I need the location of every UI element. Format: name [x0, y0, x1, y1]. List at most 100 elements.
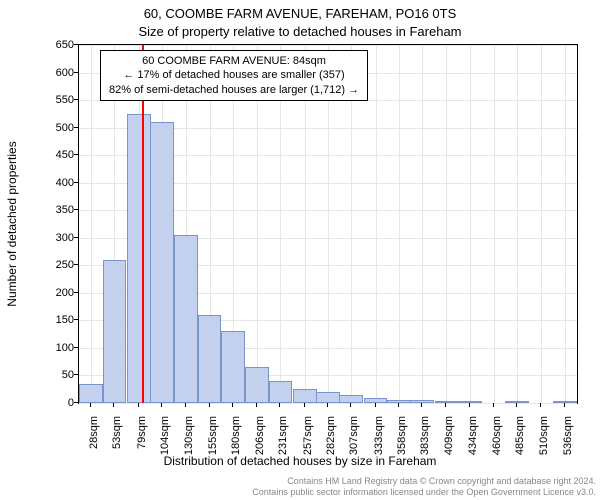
x-tick-label: 130sqm [183, 416, 195, 476]
y-tick-mark [74, 237, 78, 238]
x-tick-mark [113, 403, 114, 407]
histogram-bar [316, 392, 340, 403]
x-tick-mark [350, 403, 351, 407]
x-tick-label: 257sqm [302, 416, 314, 476]
gridline-h [79, 403, 577, 404]
histogram-bar [221, 331, 245, 403]
histogram-bar [174, 235, 198, 403]
histogram-bar [127, 114, 151, 403]
attribution-footer: Contains HM Land Registry data © Crown c… [0, 476, 600, 498]
x-tick-mark [375, 403, 376, 407]
x-tick-mark [493, 403, 494, 407]
footer-line2: Contains public sector information licen… [0, 487, 596, 498]
histogram-bar [269, 381, 293, 403]
x-tick-label: 510sqm [538, 416, 550, 476]
x-tick-label: 383sqm [419, 416, 431, 476]
x-tick-mark [232, 403, 233, 407]
histogram-bar [293, 389, 317, 403]
histogram-bar [387, 400, 411, 403]
y-tick-mark [74, 182, 78, 183]
x-tick-label: 409sqm [443, 416, 455, 476]
y-tick-mark [74, 319, 78, 320]
y-tick-mark [74, 402, 78, 403]
histogram-bar [410, 400, 434, 403]
x-tick-label: 28sqm [88, 416, 100, 476]
histogram-bar [364, 398, 388, 404]
x-tick-mark [327, 403, 328, 407]
gridline-v [470, 45, 471, 403]
x-tick-label: 206sqm [254, 416, 266, 476]
gridline-v [422, 45, 423, 403]
y-tick-label: 550 [28, 94, 74, 106]
histogram-bar [435, 401, 459, 403]
annotation-line2: ← 17% of detached houses are smaller (35… [109, 68, 359, 82]
x-tick-label: 307sqm [348, 416, 360, 476]
gridline-v [541, 45, 542, 403]
y-tick-label: 500 [28, 122, 74, 134]
footer-line1: Contains HM Land Registry data © Crown c… [0, 476, 596, 487]
y-tick-label: 150 [28, 314, 74, 326]
histogram-bar [505, 401, 529, 403]
histogram-bar [103, 260, 127, 403]
x-tick-label: 155sqm [207, 416, 219, 476]
x-tick-mark [161, 403, 162, 407]
y-tick-label: 50 [28, 369, 74, 381]
x-tick-mark [185, 403, 186, 407]
y-tick-label: 250 [28, 259, 74, 271]
histogram-bar [198, 315, 222, 403]
histogram-bar [150, 122, 174, 403]
x-tick-label: 333sqm [373, 416, 385, 476]
x-tick-mark [564, 403, 565, 407]
x-tick-mark [90, 403, 91, 407]
y-tick-mark [74, 292, 78, 293]
y-tick-mark [74, 99, 78, 100]
gridline-v [446, 45, 447, 403]
y-tick-mark [74, 154, 78, 155]
x-tick-mark [304, 403, 305, 407]
chart-figure: 60, COOMBE FARM AVENUE, FAREHAM, PO16 0T… [0, 0, 600, 500]
histogram-bar [79, 384, 103, 403]
chart-title-line1: 60, COOMBE FARM AVENUE, FAREHAM, PO16 0T… [0, 6, 600, 21]
x-tick-mark [469, 403, 470, 407]
histogram-bar [553, 401, 577, 403]
gridline-v [91, 45, 92, 403]
x-tick-mark [516, 403, 517, 407]
x-tick-label: 104sqm [159, 416, 171, 476]
y-tick-mark [74, 209, 78, 210]
x-tick-mark [398, 403, 399, 407]
annotation-line1: 60 COOMBE FARM AVENUE: 84sqm [109, 54, 359, 68]
y-tick-label: 400 [28, 177, 74, 189]
histogram-bar [339, 395, 363, 403]
x-tick-label: 282sqm [325, 416, 337, 476]
x-tick-mark [421, 403, 422, 407]
y-tick-label: 200 [28, 287, 74, 299]
gridline-v [399, 45, 400, 403]
y-tick-label: 350 [28, 204, 74, 216]
y-tick-mark [74, 127, 78, 128]
y-tick-label: 600 [28, 67, 74, 79]
x-tick-mark [540, 403, 541, 407]
y-tick-mark [74, 347, 78, 348]
x-tick-label: 180sqm [230, 416, 242, 476]
x-tick-mark [256, 403, 257, 407]
y-tick-label: 650 [28, 39, 74, 51]
x-tick-label: 79sqm [136, 416, 148, 476]
gridline-v [494, 45, 495, 403]
x-tick-label: 434sqm [467, 416, 479, 476]
x-tick-mark [279, 403, 280, 407]
annotation-line3: 82% of semi-detached houses are larger (… [109, 83, 359, 97]
x-tick-mark [138, 403, 139, 407]
annotation-box: 60 COOMBE FARM AVENUE: 84sqm ← 17% of de… [100, 50, 368, 101]
histogram-bar [245, 367, 269, 403]
x-tick-label: 358sqm [396, 416, 408, 476]
x-tick-label: 536sqm [562, 416, 574, 476]
x-tick-label: 460sqm [491, 416, 503, 476]
gridline-v [517, 45, 518, 403]
y-tick-mark [74, 264, 78, 265]
x-tick-mark [445, 403, 446, 407]
y-axis-label: Number of detached properties [5, 141, 19, 306]
y-tick-label: 100 [28, 342, 74, 354]
x-tick-mark [209, 403, 210, 407]
y-tick-mark [74, 374, 78, 375]
gridline-v [565, 45, 566, 403]
